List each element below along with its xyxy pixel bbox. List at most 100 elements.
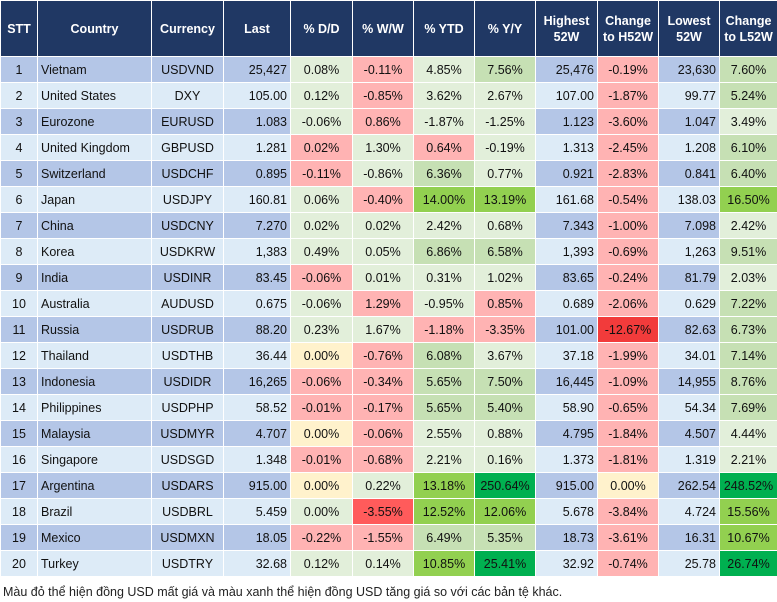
cell-lowest-52w: 0.629 bbox=[658, 290, 720, 317]
cell-country: Malaysia bbox=[37, 420, 152, 447]
cell-stt: 20 bbox=[0, 550, 38, 577]
cell-pct-ytd: 5.65% bbox=[413, 368, 475, 395]
cell-change-h52w: -0.54% bbox=[597, 186, 659, 213]
cell-last: 36.44 bbox=[223, 342, 291, 369]
cell-pct-yy: 6.58% bbox=[474, 238, 536, 265]
cell-pct-ytd: 2.55% bbox=[413, 420, 475, 447]
cell-highest-52w: 83.65 bbox=[535, 264, 598, 291]
cell-last: 105.00 bbox=[223, 82, 291, 109]
cell-pct-ytd: 10.85% bbox=[413, 550, 475, 577]
cell-change-h52w: -3.60% bbox=[597, 108, 659, 135]
cell-pct-ytd: 13.18% bbox=[413, 472, 475, 499]
cell-pct-ytd: 5.65% bbox=[413, 394, 475, 421]
cell-pct-yy: 0.85% bbox=[474, 290, 536, 317]
cell-stt: 17 bbox=[0, 472, 38, 499]
cell-currency: USDINR bbox=[151, 264, 224, 291]
cell-lowest-52w: 14,955 bbox=[658, 368, 720, 395]
table-row: 20 Turkey USDTRY 32.68 0.12% 0.14% 10.85% 25.41… bbox=[0, 550, 777, 577]
cell-pct-yy: 250.64% bbox=[474, 472, 536, 499]
cell-stt: 1 bbox=[0, 56, 38, 83]
cell-pct-ww: -0.86% bbox=[352, 160, 414, 187]
cell-highest-52w: 1,393 bbox=[535, 238, 598, 265]
cell-change-l52w: 4.44% bbox=[719, 420, 777, 447]
cell-highest-52w: 1.373 bbox=[535, 446, 598, 473]
table-row: 3 Eurozone EURUSD 1.083 -0.06% 0.86% -1.87% -1.… bbox=[0, 108, 777, 135]
cell-country: Indonesia bbox=[37, 368, 152, 395]
cell-highest-52w: 5.678 bbox=[535, 498, 598, 525]
cell-country: Turkey bbox=[37, 550, 152, 577]
column-header: Change to H52W bbox=[597, 0, 659, 57]
cell-country: Argentina bbox=[37, 472, 152, 499]
cell-change-h52w: -2.06% bbox=[597, 290, 659, 317]
cell-change-l52w: 8.76% bbox=[719, 368, 777, 395]
cell-currency: USDTRY bbox=[151, 550, 224, 577]
cell-pct-ww: -0.17% bbox=[352, 394, 414, 421]
cell-pct-ww: 1.67% bbox=[352, 316, 414, 343]
cell-currency: USDMXN bbox=[151, 524, 224, 551]
cell-last: 1.281 bbox=[223, 134, 291, 161]
cell-pct-dd: -0.06% bbox=[290, 290, 353, 317]
cell-lowest-52w: 23,630 bbox=[658, 56, 720, 83]
cell-pct-yy: 7.56% bbox=[474, 56, 536, 83]
cell-currency: EURUSD bbox=[151, 108, 224, 135]
cell-change-h52w: -3.84% bbox=[597, 498, 659, 525]
table-row: 11 Russia USDRUB 88.20 0.23% 1.67% -1.18% -3.35… bbox=[0, 316, 777, 343]
cell-last: 1.348 bbox=[223, 446, 291, 473]
cell-change-l52w: 2.21% bbox=[719, 446, 777, 473]
cell-pct-dd: 0.00% bbox=[290, 342, 353, 369]
cell-pct-ww: 0.14% bbox=[352, 550, 414, 577]
cell-highest-52w: 18.73 bbox=[535, 524, 598, 551]
column-header: Country bbox=[37, 0, 152, 57]
column-header: Currency bbox=[151, 0, 224, 57]
cell-pct-dd: -0.06% bbox=[290, 264, 353, 291]
cell-currency: USDSGD bbox=[151, 446, 224, 473]
cell-currency: USDPHP bbox=[151, 394, 224, 421]
cell-highest-52w: 16,445 bbox=[535, 368, 598, 395]
footnote: Màu đỏ thể hiện đồng USD mất giá và màu … bbox=[3, 585, 563, 599]
cell-change-l52w: 5.24% bbox=[719, 82, 777, 109]
cell-pct-yy: 13.19% bbox=[474, 186, 536, 213]
cell-pct-ww: -3.55% bbox=[352, 498, 414, 525]
cell-last: 0.675 bbox=[223, 290, 291, 317]
cell-pct-ww: 0.01% bbox=[352, 264, 414, 291]
cell-pct-yy: 12.06% bbox=[474, 498, 536, 525]
cell-change-l52w: 6.10% bbox=[719, 134, 777, 161]
cell-change-l52w: 248.52% bbox=[719, 472, 777, 499]
cell-lowest-52w: 54.34 bbox=[658, 394, 720, 421]
cell-pct-ytd: -1.87% bbox=[413, 108, 475, 135]
cell-last: 5.459 bbox=[223, 498, 291, 525]
cell-pct-dd: -0.01% bbox=[290, 446, 353, 473]
table-row: 5 Switzerland USDCHF 0.895 -0.11% -0.86% 6.36%… bbox=[0, 160, 777, 187]
cell-last: 58.52 bbox=[223, 394, 291, 421]
cell-country: United States bbox=[37, 82, 152, 109]
cell-lowest-52w: 138.03 bbox=[658, 186, 720, 213]
cell-last: 16,265 bbox=[223, 368, 291, 395]
cell-lowest-52w: 4.724 bbox=[658, 498, 720, 525]
cell-pct-dd: 0.12% bbox=[290, 82, 353, 109]
cell-pct-ww: -1.55% bbox=[352, 524, 414, 551]
cell-currency: USDTHB bbox=[151, 342, 224, 369]
cell-pct-dd: 0.00% bbox=[290, 498, 353, 525]
cell-pct-ytd: 6.86% bbox=[413, 238, 475, 265]
column-header: STT bbox=[0, 0, 38, 57]
cell-stt: 18 bbox=[0, 498, 38, 525]
cell-pct-ww: 0.86% bbox=[352, 108, 414, 135]
cell-lowest-52w: 82.63 bbox=[658, 316, 720, 343]
cell-change-h52w: -2.45% bbox=[597, 134, 659, 161]
cell-pct-ww: -0.76% bbox=[352, 342, 414, 369]
column-header: % W/W bbox=[352, 0, 414, 57]
cell-lowest-52w: 16.31 bbox=[658, 524, 720, 551]
table-row: 14 Philippines USDPHP 58.52 -0.01% -0.17% 5.65… bbox=[0, 394, 777, 421]
cell-change-h52w: -0.19% bbox=[597, 56, 659, 83]
table-row: 1 Vietnam USDVND 25,427 0.08% -0.11% 4.85% 7.56… bbox=[0, 56, 777, 83]
cell-last: 32.68 bbox=[223, 550, 291, 577]
cell-pct-dd: 0.23% bbox=[290, 316, 353, 343]
cell-country: India bbox=[37, 264, 152, 291]
cell-change-l52w: 15.56% bbox=[719, 498, 777, 525]
cell-pct-ytd: -0.95% bbox=[413, 290, 475, 317]
cell-stt: 16 bbox=[0, 446, 38, 473]
cell-stt: 10 bbox=[0, 290, 38, 317]
cell-stt: 11 bbox=[0, 316, 38, 343]
cell-pct-yy: -3.35% bbox=[474, 316, 536, 343]
cell-highest-52w: 0.921 bbox=[535, 160, 598, 187]
